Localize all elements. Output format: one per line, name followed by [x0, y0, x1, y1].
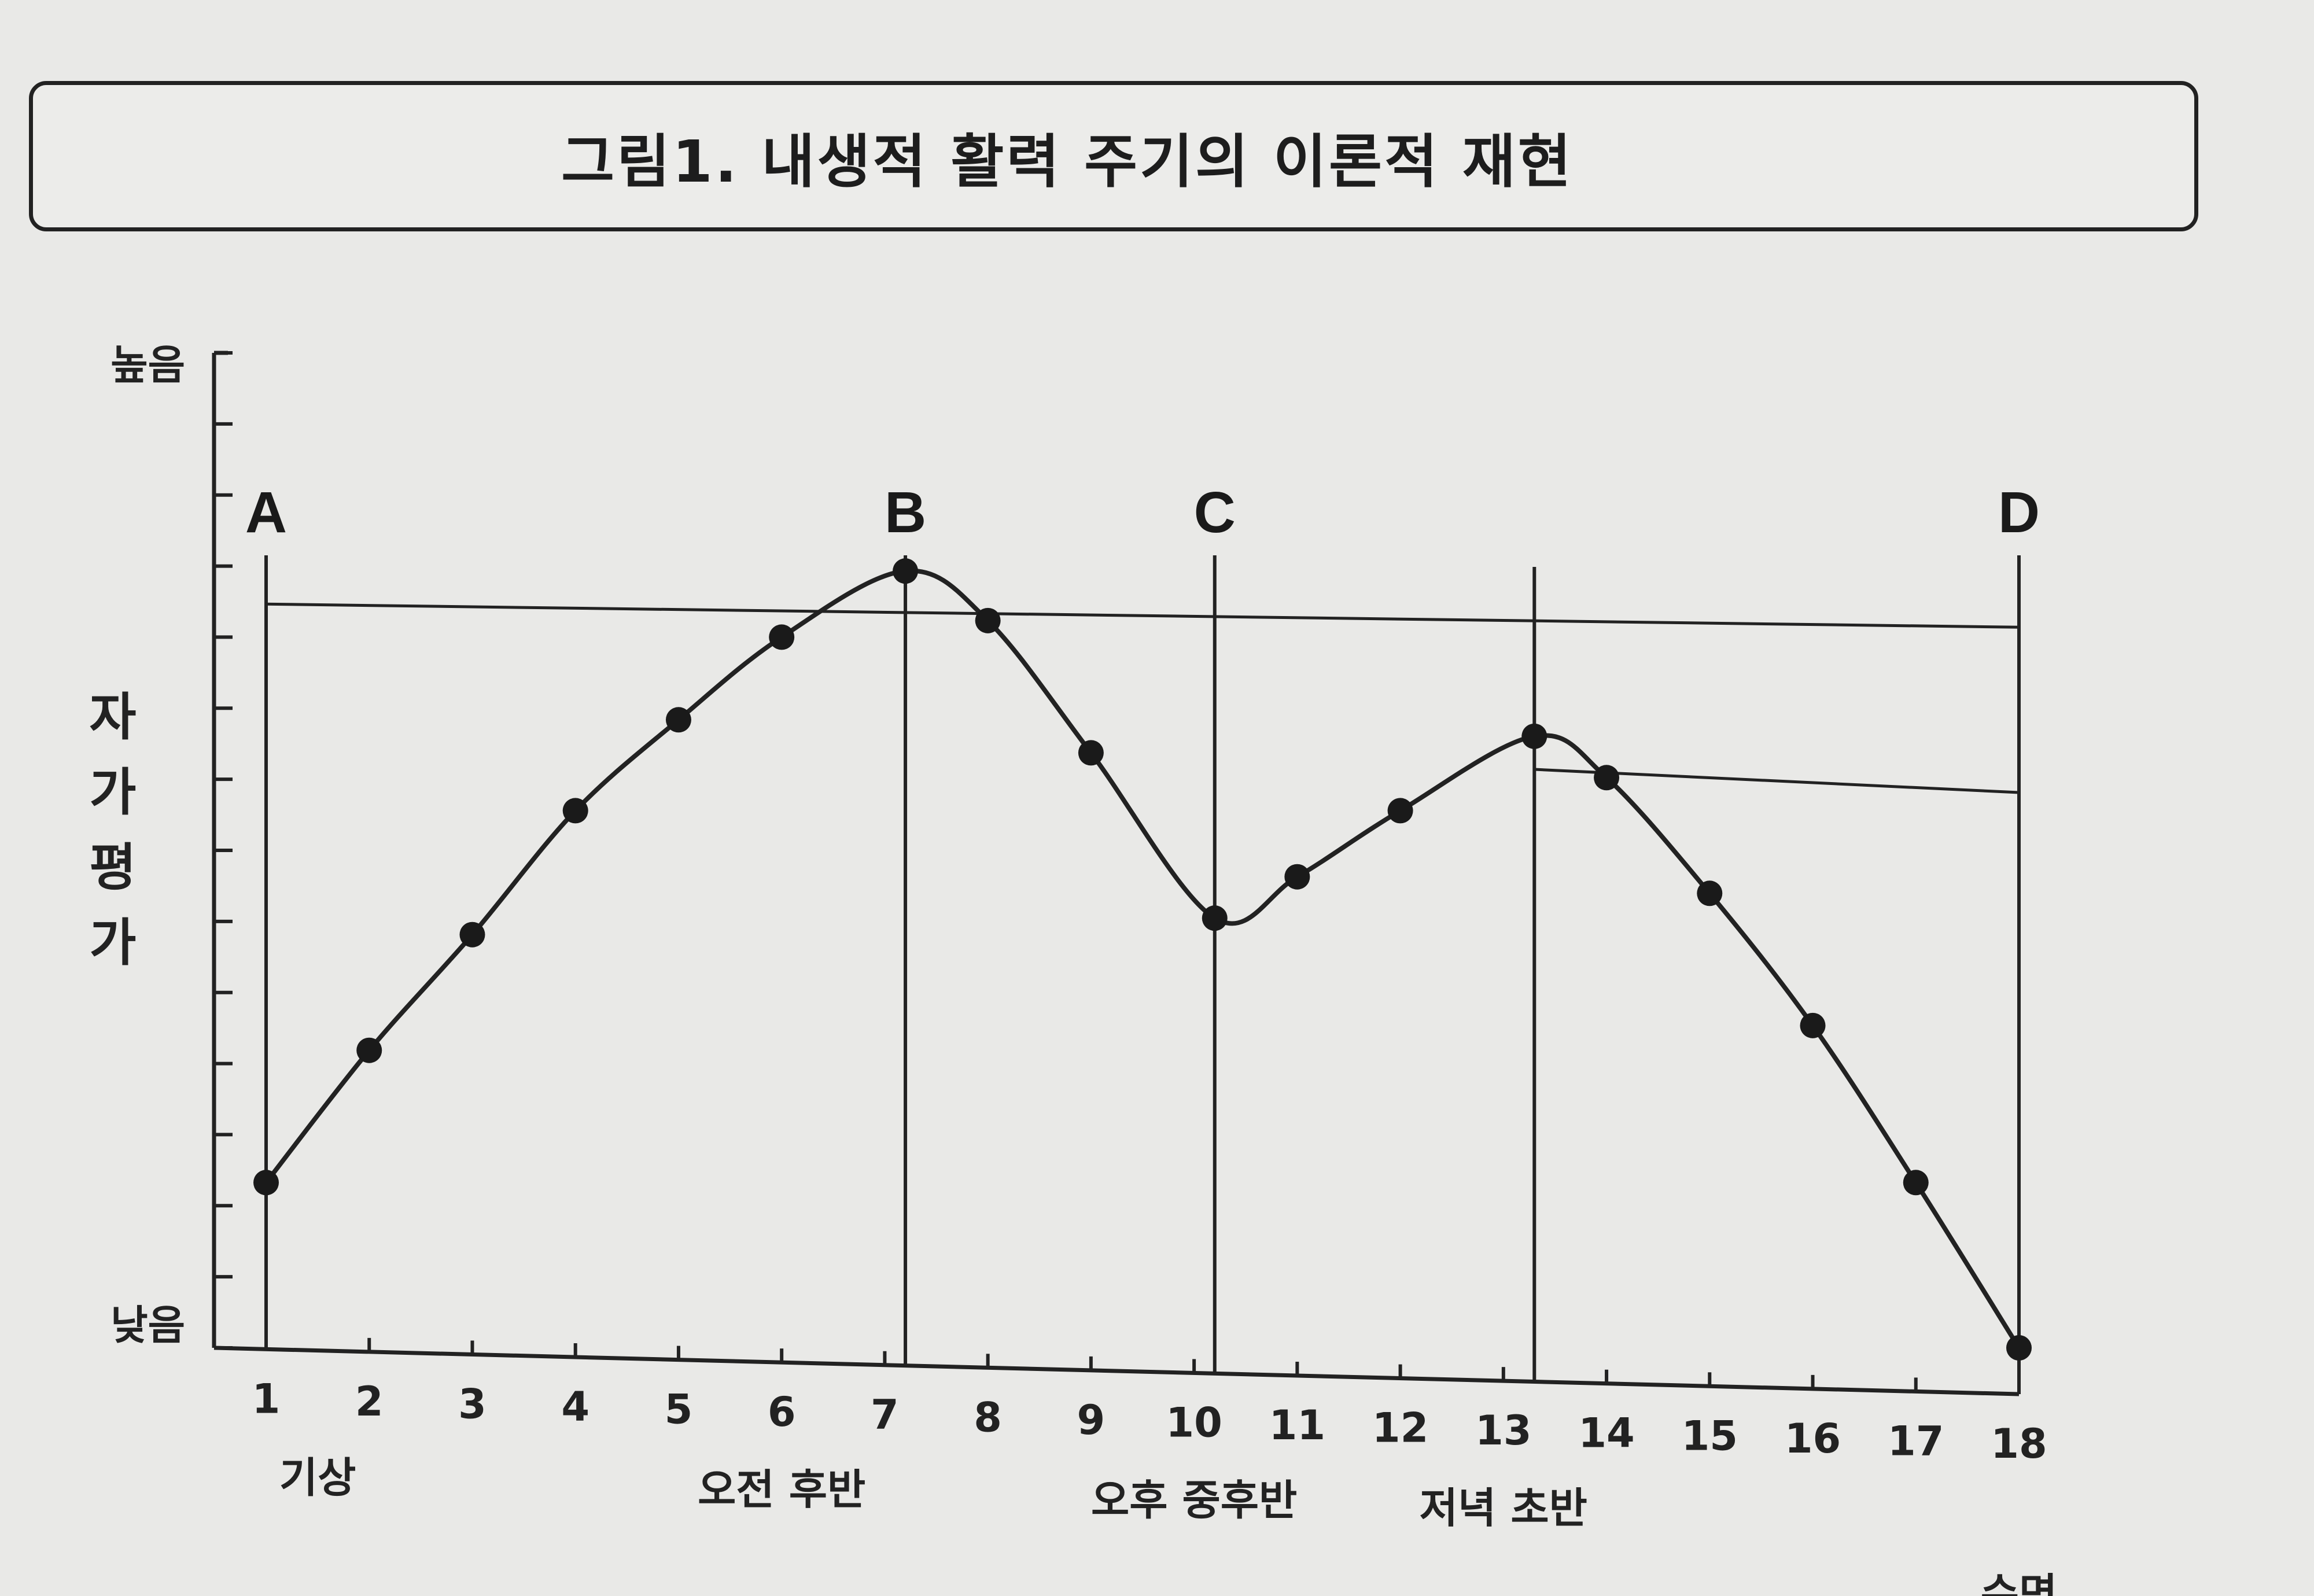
x-tick-label: 9: [1077, 1396, 1106, 1444]
data-point: [356, 1037, 382, 1063]
x-annotation: 오전 후반: [698, 1465, 865, 1514]
data-point: [1387, 798, 1413, 824]
data-point: [665, 707, 691, 733]
data-point: [1284, 864, 1310, 890]
x-annotation: 오후 중후반: [1091, 1476, 1297, 1524]
marker-letter: A: [245, 480, 287, 545]
y-axis-title-char: 자: [90, 687, 137, 747]
y-axis-title-char: 가: [90, 762, 137, 822]
x-tick-label: 5: [665, 1386, 693, 1433]
data-point: [893, 558, 919, 584]
data-point: [1202, 905, 1228, 931]
x-tick-label: 2: [355, 1378, 384, 1425]
data-point: [1521, 723, 1547, 749]
x-tick-label: 17: [1888, 1417, 1944, 1465]
reference-line: [266, 602, 2020, 629]
data-point: [1078, 740, 1104, 766]
series-line: [264, 568, 2021, 1350]
marker-letter: D: [1998, 480, 2040, 545]
x-annotation: 저녁 초반: [1420, 1484, 1587, 1532]
x-tick-label: 18: [1991, 1420, 2047, 1468]
x-tick-label: 11: [1269, 1402, 1325, 1449]
data-point: [2006, 1335, 2032, 1361]
reference-lines: [266, 602, 2020, 794]
marker-lines: [264, 555, 2021, 1394]
x-axis-line: [213, 1346, 2020, 1396]
data-point: [1903, 1170, 1929, 1196]
x-tick-label: 8: [974, 1394, 1002, 1441]
axes: [212, 351, 2021, 1396]
y-low-label: 낮음: [110, 1302, 185, 1349]
data-point: [459, 922, 485, 948]
data-point: [253, 1170, 279, 1196]
series: [253, 558, 2032, 1361]
x-tick-label: 7: [871, 1391, 899, 1439]
x-tick-label: 10: [1166, 1399, 1222, 1446]
x-tick-label: 1: [252, 1375, 281, 1422]
y-axis-title-char: 평: [90, 838, 137, 897]
data-point: [1800, 1012, 1826, 1038]
data-point: [975, 607, 1001, 633]
marker-letter: B: [885, 480, 926, 545]
data-point: [1594, 765, 1620, 791]
x-tick-label: 3: [458, 1380, 487, 1428]
x-annotation: 수면: [1981, 1569, 2057, 1596]
data-point: [769, 624, 795, 650]
chart-title: 그림1. 내생적 활력 주기의 이론적 재현: [561, 127, 1574, 196]
y-axis-title-char: 가: [90, 913, 137, 972]
x-tick-label: 14: [1578, 1410, 1634, 1457]
x-tick-label: 12: [1372, 1405, 1428, 1452]
y-high-label: 높음: [110, 341, 185, 389]
x-tick-label: 16: [1785, 1415, 1841, 1462]
title-box: 그림1. 내생적 활력 주기의 이론적 재현: [29, 81, 2198, 231]
x-tick-label: 6: [768, 1388, 796, 1436]
data-point: [562, 798, 588, 824]
x-tick-label: 15: [1682, 1412, 1738, 1459]
x-tick-label: 13: [1475, 1407, 1531, 1454]
x-annotation: 기상: [279, 1454, 356, 1502]
data-point: [1697, 880, 1723, 906]
marker-letter: C: [1194, 480, 1236, 545]
x-tick-label: 4: [561, 1383, 589, 1431]
